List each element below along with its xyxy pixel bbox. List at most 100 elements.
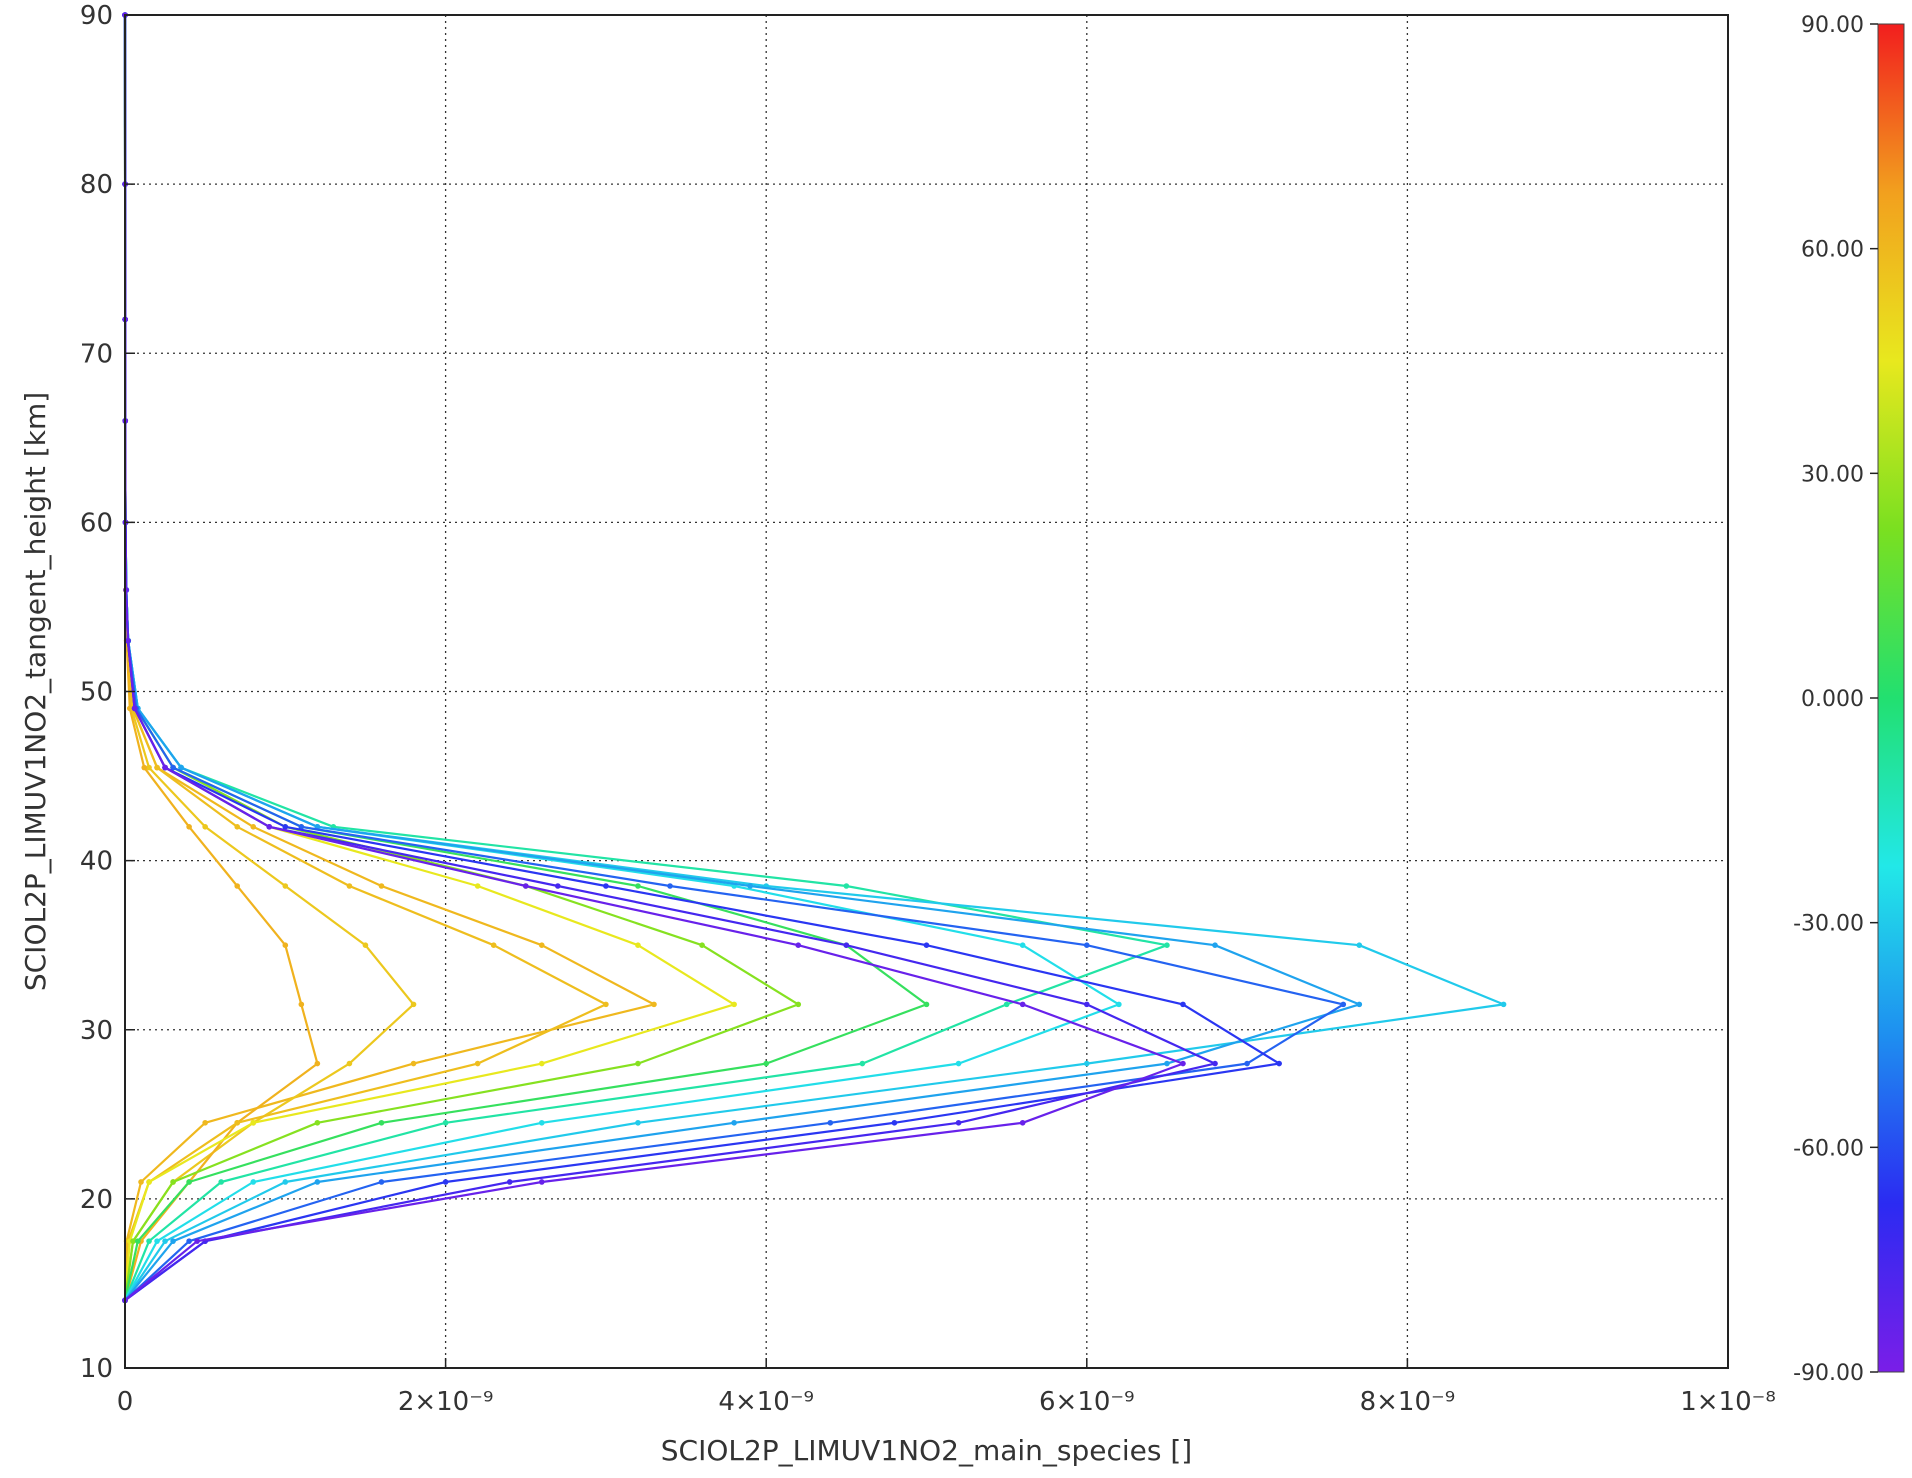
profile-data-point — [1212, 1060, 1218, 1067]
profile-data-point — [146, 1179, 152, 1185]
profile-data-point — [1340, 1001, 1347, 1008]
profile-data-point — [170, 1238, 176, 1244]
profile-series-line — [123, 14, 800, 1301]
profile-data-point — [1244, 1060, 1250, 1067]
profile-data-point — [154, 1238, 160, 1244]
y-tick-label: 40 — [80, 847, 113, 877]
profile-series-line — [123, 14, 1361, 1301]
profile-data-point — [1003, 1001, 1010, 1008]
y-tick-label: 30 — [80, 1016, 113, 1046]
profile-data-point — [194, 1238, 200, 1244]
x-tick-label: 2×10⁻⁹ — [398, 1387, 494, 1417]
y-tick-label: 10 — [80, 1354, 113, 1384]
profile-data-point — [141, 764, 148, 771]
grid-lines — [125, 15, 1728, 1368]
profile-data-point — [538, 1060, 545, 1067]
y-axis-title: SCIOL2P_LIMUV1NO2_tangent_height [km] — [19, 392, 52, 991]
profile-series-group — [122, 12, 1507, 1304]
colorbar-tick-label: 60.00 — [1801, 238, 1864, 263]
profile-data-point — [538, 942, 545, 948]
y-axis-ticks: 10 20 30 40 50 60 70 80 90 — [80, 1, 135, 1384]
profile-data-point — [154, 764, 160, 771]
y-tick-label: 80 — [80, 170, 113, 200]
profile-data-point — [923, 942, 930, 948]
profile-data-point — [635, 1119, 641, 1126]
profile-data-point — [138, 1179, 144, 1185]
profile-data-point — [314, 1179, 321, 1185]
profile-data-point — [1019, 1119, 1026, 1126]
profile-data-point — [795, 1001, 802, 1008]
x-tick-label: 6×10⁻⁹ — [1039, 1387, 1135, 1417]
profile-data-point — [178, 764, 184, 771]
profile-data-point — [843, 942, 850, 948]
profile-data-point — [635, 883, 641, 889]
profile-data-point — [1084, 1001, 1090, 1008]
profile-series-line — [123, 14, 656, 1301]
profile-data-point — [747, 883, 753, 889]
profile-data-point — [146, 1238, 152, 1244]
profile-data-point — [282, 1179, 289, 1185]
profile-data-point — [955, 1060, 962, 1067]
profile-data-point — [218, 1179, 224, 1185]
colorbar-ticks: -90.00 -60.00 -30.00 0.000 30.00 60.00 90.00 — [1793, 13, 1878, 1386]
profile-data-point — [1356, 1001, 1363, 1008]
profile-data-point — [555, 883, 561, 889]
profile-data-point — [795, 942, 802, 948]
profile-data-point — [146, 764, 152, 771]
profile-data-point — [474, 883, 481, 889]
profile-data-point — [651, 1001, 657, 1008]
profile-data-point — [1019, 942, 1026, 948]
colorbar-tick-label: 0.000 — [1801, 687, 1864, 712]
profile-data-point — [474, 1060, 481, 1067]
profile-data-point — [1180, 1060, 1186, 1067]
profile-data-point — [250, 1119, 257, 1126]
profile-data-point — [314, 1119, 321, 1126]
x-axis-title: SCIOL2P_LIMUV1NO2_main_species [] — [661, 1434, 1192, 1467]
colorbar-tick-label: 30.00 — [1801, 462, 1864, 487]
profile-series-line — [123, 14, 1121, 1301]
profile-data-point — [378, 1179, 385, 1185]
profile-data-point — [135, 1238, 141, 1244]
profile-data-point — [731, 1001, 737, 1008]
profile-data-point — [298, 824, 305, 830]
profile-data-point — [859, 1060, 866, 1067]
profile-data-point — [442, 1119, 449, 1126]
profile-data-point — [186, 1179, 192, 1185]
profile-data-point — [282, 942, 289, 948]
profile-data-point — [282, 883, 289, 889]
profile-data-point — [1276, 1060, 1282, 1067]
profile-data-point — [1356, 942, 1363, 948]
profile-data-point — [1116, 1001, 1122, 1008]
y-tick-label: 20 — [80, 1185, 113, 1215]
profile-data-point — [1084, 942, 1090, 948]
y-tick-label: 60 — [80, 508, 113, 538]
x-axis-ticks: 0 2×10⁻⁹ 4×10⁻⁹ 6×10⁻⁹ 8×10⁻⁹ 1×10⁻⁸ — [117, 1358, 1776, 1417]
profile-data-point — [346, 883, 353, 889]
profile-data-point — [891, 1119, 898, 1126]
colorbar-tick-label: -90.00 — [1793, 1361, 1864, 1386]
colorbar-tick-label: -30.00 — [1793, 912, 1864, 937]
profile-data-point — [378, 1119, 385, 1126]
profile-data-point — [250, 1179, 257, 1185]
profile-data-point — [923, 1001, 930, 1008]
profile-data-point — [1164, 1060, 1170, 1067]
profile-data-point — [346, 1060, 353, 1067]
profile-data-point — [1180, 1001, 1186, 1008]
profile-series-line — [123, 14, 1345, 1302]
profile-data-point — [162, 1238, 168, 1244]
profile-data-point — [1500, 1001, 1507, 1008]
profile-data-point — [362, 942, 369, 948]
profile-data-point — [1212, 942, 1218, 948]
profile-data-point — [442, 1179, 449, 1185]
profile-data-point — [125, 637, 131, 644]
x-tick-label: 4×10⁻⁹ — [718, 1387, 814, 1417]
profile-data-point — [266, 824, 273, 830]
profile-data-point — [234, 883, 241, 889]
profile-data-point — [490, 942, 497, 948]
x-tick-label: 1×10⁻⁸ — [1680, 1387, 1776, 1417]
profile-data-point — [202, 824, 208, 830]
profile-data-point — [298, 1001, 305, 1008]
x-tick-label: 8×10⁻⁹ — [1360, 1387, 1456, 1417]
profile-data-point — [955, 1119, 962, 1126]
